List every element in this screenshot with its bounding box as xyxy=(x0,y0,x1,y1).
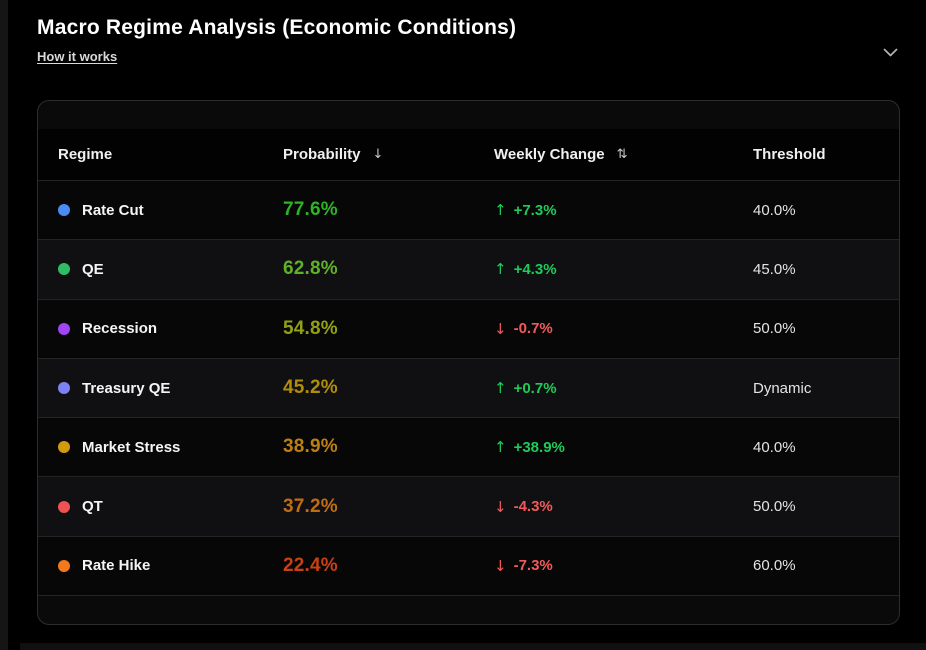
regime-cell: QT xyxy=(58,498,283,515)
table-row: Recession 54.8% ↓ -0.7% 50.0% xyxy=(38,299,899,359)
window-bottom-edge xyxy=(20,643,926,650)
weekly-change-cell: ↑ +4.3% xyxy=(494,260,753,278)
probability-value: 45.2% xyxy=(283,377,338,399)
change-value: +38.9% xyxy=(513,438,565,456)
regime-label: Rate Cut xyxy=(82,201,144,219)
table-row: Treasury QE 45.2% ↑ +0.7% Dynamic xyxy=(38,358,899,419)
table-row: QE 62.8% ↑ +4.3% 45.0% xyxy=(38,240,899,300)
weekly-change-cell: ↑ +7.3% xyxy=(494,201,753,219)
window-left-edge xyxy=(0,0,8,650)
regime-cell: Rate Cut xyxy=(58,202,283,219)
change-value: -4.3% xyxy=(513,498,553,516)
probability-value: 77.6% xyxy=(283,199,338,221)
regime-cell: Rate Hike xyxy=(58,557,283,574)
weekly-change-cell: ↑ +38.9% xyxy=(494,438,753,456)
threshold-value: 60.0% xyxy=(753,557,796,575)
table-row: QT 37.2% ↓ -4.3% 50.0% xyxy=(38,477,899,537)
table-row: Rate Cut 77.6% ↑ +7.3% 40.0% xyxy=(38,181,899,241)
threshold-value: 40.0% xyxy=(753,201,796,219)
regime-label: Treasury QE xyxy=(82,379,171,397)
column-label: Threshold xyxy=(753,146,826,163)
column-header-regime: Regime xyxy=(58,146,283,163)
sort-descending-icon[interactable]: ↓ xyxy=(372,147,384,162)
regime-cell: Market Stress xyxy=(58,439,283,456)
change-arrow-icon: ↑ xyxy=(494,438,507,457)
threshold-value: 45.0% xyxy=(753,260,796,278)
table-body: Rate Cut 77.6% ↑ +7.3% 40.0% QE 62.8% ↑ … xyxy=(38,181,899,597)
weekly-change-cell: ↓ -0.7% xyxy=(494,320,753,338)
chevron-down-icon xyxy=(883,48,898,57)
regime-cell: Treasury QE xyxy=(58,380,283,397)
threshold-value: 50.0% xyxy=(753,498,796,516)
weekly-change-cell: ↑ +0.7% xyxy=(494,379,753,397)
regime-dot xyxy=(58,263,70,276)
regime-dot xyxy=(58,382,70,395)
regime-label: Recession xyxy=(82,320,158,338)
change-value: +4.3% xyxy=(513,260,557,278)
sort-both-icon[interactable]: ⇅ xyxy=(616,147,628,162)
weekly-change-cell: ↓ -4.3% xyxy=(494,498,753,516)
page-title: Macro Regime Analysis (Economic Conditio… xyxy=(37,16,517,39)
change-arrow-icon: ↓ xyxy=(494,319,507,338)
probability-value: 54.8% xyxy=(283,317,338,339)
table-header-row: Regime Probability ↓ Weekly Change ⇅ Thr… xyxy=(38,129,899,181)
regime-cell: QE xyxy=(58,261,283,278)
regime-label: Rate Hike xyxy=(82,557,151,575)
probability-value: 38.9% xyxy=(283,436,338,458)
change-arrow-icon: ↓ xyxy=(494,556,507,575)
probability-value: 22.4% xyxy=(283,554,338,576)
regime-dot xyxy=(58,559,70,572)
table-row: Rate Hike 22.4% ↓ -7.3% 60.0% xyxy=(38,536,899,597)
change-arrow-icon: ↓ xyxy=(494,497,507,516)
regime-label: QT xyxy=(82,498,103,516)
how-it-works-link[interactable]: How it works xyxy=(37,49,118,65)
regime-label: QE xyxy=(82,260,104,278)
regime-dot xyxy=(58,441,70,454)
change-value: -0.7% xyxy=(513,320,553,338)
collapse-section-button[interactable] xyxy=(880,44,900,60)
table-row: Market Stress 38.9% ↑ +38.9% 40.0% xyxy=(38,418,899,478)
column-header-threshold: Threshold xyxy=(753,146,879,163)
change-arrow-icon: ↑ xyxy=(494,201,507,220)
probability-value: 62.8% xyxy=(283,258,338,280)
change-value: +0.7% xyxy=(513,379,557,397)
change-value: +7.3% xyxy=(513,201,557,219)
change-arrow-icon: ↑ xyxy=(494,260,507,279)
threshold-value: 50.0% xyxy=(753,320,796,338)
regime-cell: Recession xyxy=(58,320,283,337)
regime-table-card: Regime Probability ↓ Weekly Change ⇅ Thr… xyxy=(37,100,900,625)
threshold-value: 40.0% xyxy=(753,438,796,456)
regime-dot xyxy=(58,322,70,335)
column-header-probability[interactable]: Probability ↓ xyxy=(283,146,494,163)
weekly-change-cell: ↓ -7.3% xyxy=(494,557,753,575)
column-label: Regime xyxy=(58,146,113,163)
threshold-value: Dynamic xyxy=(753,379,812,397)
regime-label: Market Stress xyxy=(82,438,181,456)
column-label: Probability xyxy=(283,146,361,163)
regime-dot xyxy=(58,204,70,217)
column-header-weekly-change[interactable]: Weekly Change ⇅ xyxy=(494,146,753,163)
regime-dot xyxy=(58,500,70,513)
change-arrow-icon: ↑ xyxy=(494,379,507,398)
change-value: -7.3% xyxy=(513,557,553,575)
probability-value: 37.2% xyxy=(283,495,338,517)
page-header: Macro Regime Analysis (Economic Conditio… xyxy=(0,0,926,66)
column-label: Weekly Change xyxy=(494,146,605,163)
